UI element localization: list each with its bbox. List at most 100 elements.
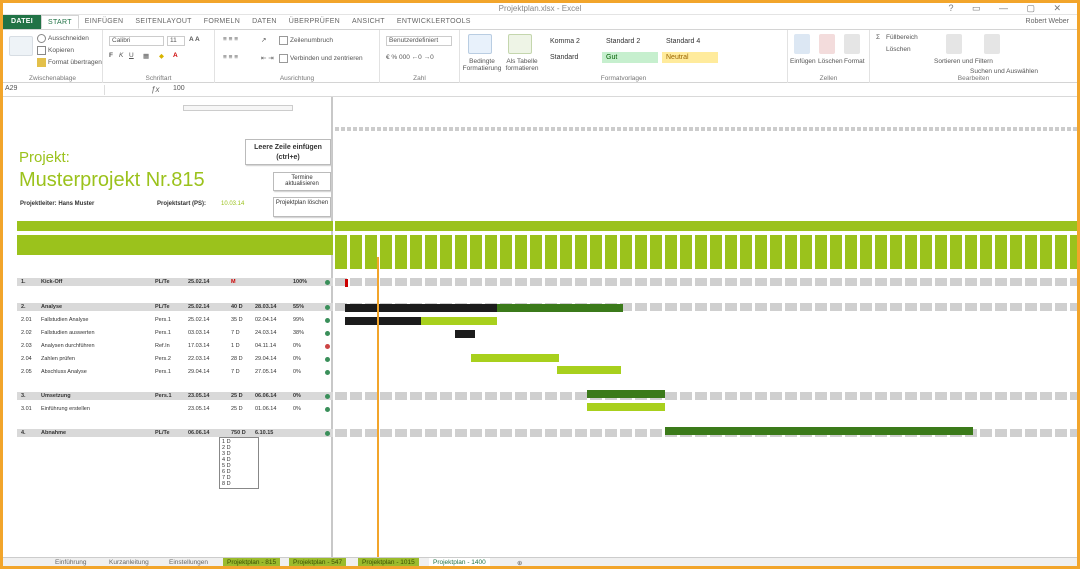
format-button[interactable]: Format xyxy=(844,58,865,65)
insert-button[interactable]: Einfügen xyxy=(790,58,816,65)
task-cell-nr[interactable]: 1. xyxy=(21,279,26,285)
task-cell-pct[interactable]: 0% xyxy=(293,369,301,375)
task-cell-task[interactable]: Abnahme xyxy=(41,430,67,436)
tab-start[interactable]: START xyxy=(40,15,79,29)
dropdown-option[interactable]: 1 D xyxy=(222,439,231,445)
project-start-value[interactable]: 10.03.14 xyxy=(221,201,245,207)
style-standard4[interactable]: Standard 4 xyxy=(662,36,718,47)
task-cell-resp[interactable]: Pers.1 xyxy=(155,393,172,399)
task-cell-nr[interactable]: 2.05 xyxy=(21,369,32,375)
tab-einfuegen[interactable]: EINFÜGEN xyxy=(84,18,124,25)
task-cell-dur[interactable]: 28 D xyxy=(231,356,243,362)
format-painter-button[interactable]: Format übertragen xyxy=(37,58,102,67)
task-cell-dur[interactable]: 35 D xyxy=(231,317,243,323)
font-name-select[interactable]: Calibri xyxy=(109,36,164,46)
task-cell-nr[interactable]: 2. xyxy=(21,304,26,310)
task-cell-resp[interactable]: Pers.1 xyxy=(155,330,171,336)
task-cell-start[interactable]: 22.03.14 xyxy=(188,356,210,362)
border-icon[interactable]: ▦ xyxy=(143,53,150,60)
orientation-icon[interactable]: ↗ xyxy=(261,37,267,44)
task-cell-task[interactable]: Kick-Off xyxy=(41,279,63,285)
sheet-tab-plan-815[interactable]: Projektplan - 815 xyxy=(223,558,281,566)
cut-button[interactable]: Ausschneiden xyxy=(37,34,89,43)
task-cell-start[interactable]: 25.02.14 xyxy=(188,317,210,323)
task-cell-end[interactable]: 28.03.14 xyxy=(255,304,277,310)
task-cell-start[interactable]: 25.02.14 xyxy=(188,304,210,310)
update-dates-button[interactable]: Termine aktualisieren xyxy=(273,172,331,191)
worksheet[interactable]: Projekt: Musterprojekt Nr.815 Projektlei… xyxy=(3,97,1077,557)
currency-icon[interactable]: € % 000 ←0 →0 xyxy=(386,54,434,61)
font-color-icon[interactable]: A xyxy=(173,52,178,59)
table-format-icon[interactable] xyxy=(508,34,532,54)
task-cell-task[interactable]: Zahlen prüfen xyxy=(41,356,75,362)
formula-input[interactable]: 100 xyxy=(173,85,185,92)
style-standard[interactable]: Standard xyxy=(546,52,598,63)
find-select-icon[interactable] xyxy=(984,34,1000,54)
task-cell-task[interactable]: Einführung erstellen xyxy=(41,406,90,412)
task-cell-pct[interactable]: 0% xyxy=(293,343,301,349)
sheet-tab-plan-547[interactable]: Projektplan - 547 xyxy=(289,558,347,566)
conditional-format-icon[interactable] xyxy=(468,34,492,54)
task-cell-task[interactable]: Fallstudien Analyse xyxy=(41,317,89,323)
task-cell-resp[interactable]: Pers.1 xyxy=(155,369,171,375)
grow-font-icon[interactable]: A A xyxy=(189,36,200,43)
number-format-select[interactable]: Benutzerdefiniert xyxy=(386,36,452,46)
sheet-tab-plan-1400[interactable]: Projektplan - 1400 xyxy=(429,558,490,566)
task-cell-pct[interactable]: 55% xyxy=(293,304,305,310)
style-komma2[interactable]: Komma 2 xyxy=(546,36,598,47)
task-cell-start[interactable]: 03.03.14 xyxy=(188,330,210,336)
delete-cells-icon[interactable] xyxy=(819,34,835,54)
name-box[interactable]: A29 xyxy=(5,85,105,95)
task-cell-dur[interactable]: 25 D xyxy=(231,393,243,399)
task-cell-end[interactable]: 24.03.14 xyxy=(255,330,277,336)
dropdown-option[interactable]: 5 D xyxy=(222,463,231,469)
task-cell-task[interactable]: Fallstudien auswerten xyxy=(41,330,95,336)
wrap-text-button[interactable]: Zeilenumbruch xyxy=(279,36,333,45)
tab-daten[interactable]: DATEN xyxy=(252,18,277,25)
task-cell-task[interactable]: Abschluss Analyse xyxy=(41,369,87,375)
task-cell-pct[interactable]: 0% xyxy=(293,356,301,362)
dropdown-option[interactable]: 4 D xyxy=(222,457,231,463)
sheet-tab-einfuehrung[interactable]: Einführung xyxy=(55,559,87,566)
insert-cells-icon[interactable] xyxy=(794,34,810,54)
task-cell-nr[interactable]: 2.02 xyxy=(21,330,32,336)
horizontal-scrollbar[interactable] xyxy=(183,105,293,111)
find-select-button[interactable]: Suchen und Auswählen xyxy=(970,68,1038,75)
paste-icon[interactable] xyxy=(9,36,33,56)
task-cell-resp[interactable]: PL/Te xyxy=(155,430,170,436)
task-cell-start[interactable]: 23.05.14 xyxy=(188,406,210,412)
tab-ansicht[interactable]: ANSICHT xyxy=(352,18,385,25)
sheet-tab-kurzanleitung[interactable]: Kurzanleitung xyxy=(109,559,149,566)
italic-icon[interactable]: K xyxy=(119,52,124,59)
task-cell-dur[interactable]: 40 D xyxy=(231,304,243,310)
sheet-tab-einstellungen[interactable]: Einstellungen xyxy=(169,559,209,566)
task-cell-dur[interactable]: 1 D xyxy=(231,343,240,349)
indent-icon[interactable]: ⇤ ⇥ xyxy=(261,55,274,62)
task-cell-pct[interactable]: 100% xyxy=(293,279,308,285)
dropdown-option[interactable]: 6 D xyxy=(222,469,231,475)
dropdown-option[interactable]: 8 D xyxy=(222,481,231,487)
sort-filter-icon[interactable] xyxy=(946,34,962,54)
autosum-button[interactable]: Σ xyxy=(876,34,881,41)
task-cell-nr[interactable]: 2.01 xyxy=(21,317,32,323)
task-cell-pct[interactable]: 99% xyxy=(293,317,305,323)
sheet-tab-plan-1015[interactable]: Projektplan - 1015 xyxy=(358,558,419,566)
fill-button[interactable]: Füllbereich xyxy=(886,34,918,41)
task-cell-resp[interactable]: PL/Te xyxy=(155,279,170,285)
task-cell-resp[interactable]: Pers.2 xyxy=(155,356,171,362)
task-cell-start[interactable]: 23.05.14 xyxy=(188,393,210,399)
task-cell-end[interactable]: 27.05.14 xyxy=(255,369,277,375)
task-cell-pct[interactable]: 0% xyxy=(293,406,301,412)
task-cell-task[interactable]: Analysen durchführen xyxy=(41,343,95,349)
task-cell-resp[interactable]: Ref.In xyxy=(155,343,170,349)
clear-button[interactable]: Löschen xyxy=(886,46,911,53)
fill-color-icon[interactable]: ◆ xyxy=(159,53,164,60)
task-cell-nr[interactable]: 2.03 xyxy=(21,343,32,349)
dropdown-option[interactable]: 2 D xyxy=(222,445,231,451)
task-cell-dur[interactable]: 7 D xyxy=(231,330,240,336)
style-neutral[interactable]: Neutral xyxy=(662,52,718,63)
bold-icon[interactable]: F xyxy=(109,52,113,59)
align-left-icon[interactable]: ≡ ≡ ≡ xyxy=(223,54,238,61)
task-cell-start[interactable]: 06.06.14 xyxy=(188,430,210,436)
user-name[interactable]: Robert Weber xyxy=(1025,18,1069,25)
